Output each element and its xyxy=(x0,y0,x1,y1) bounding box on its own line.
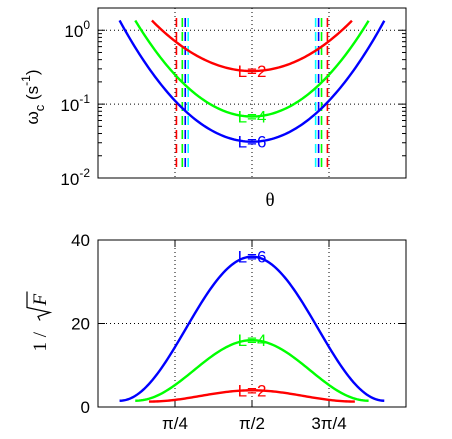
y-axis-label: ωc (s-1) xyxy=(19,69,47,124)
x-axis-label: θ xyxy=(265,190,274,211)
y-tick-label: 0 xyxy=(81,398,90,417)
bottom-chart: 0 20 40 π/4 π/2 3π/4 L=2 L=4 L=6 1 / F xyxy=(26,231,407,433)
y-tick-label: 10-1 xyxy=(60,92,90,115)
y-axis-label-prefix: 1 / xyxy=(30,331,51,351)
series-label: L=2 xyxy=(238,381,267,400)
series-line xyxy=(151,19,353,73)
y-axis-label: 1 / F xyxy=(26,291,53,352)
y-tick-label: 10-2 xyxy=(60,166,90,189)
y-tick-label: 100 xyxy=(64,18,90,41)
x-tick-label: 3π/4 xyxy=(311,414,346,433)
series-label: L=6 xyxy=(238,248,267,267)
series-label: L=4 xyxy=(238,331,267,350)
series-line xyxy=(148,389,355,403)
series-label: L=6 xyxy=(238,133,267,152)
y-axis-label-var: F xyxy=(30,294,51,307)
axes-frame xyxy=(97,7,407,179)
series-label: L=2 xyxy=(238,62,267,81)
x-tick-label: π/2 xyxy=(239,414,265,433)
series-label: L=4 xyxy=(238,107,267,126)
series-line xyxy=(135,338,369,402)
y-tick-label: 20 xyxy=(71,315,90,334)
sqrt-sign xyxy=(26,291,53,321)
series-line xyxy=(118,19,386,143)
x-tick-label: π/4 xyxy=(162,414,188,433)
top-chart: 100 10-1 10-2 L=2 L=4 L=6 θ ωc (s-1) xyxy=(19,7,407,211)
axes-frame xyxy=(97,239,407,408)
series-line xyxy=(119,255,385,402)
series-line xyxy=(134,19,370,118)
y-tick-label: 40 xyxy=(71,231,90,250)
